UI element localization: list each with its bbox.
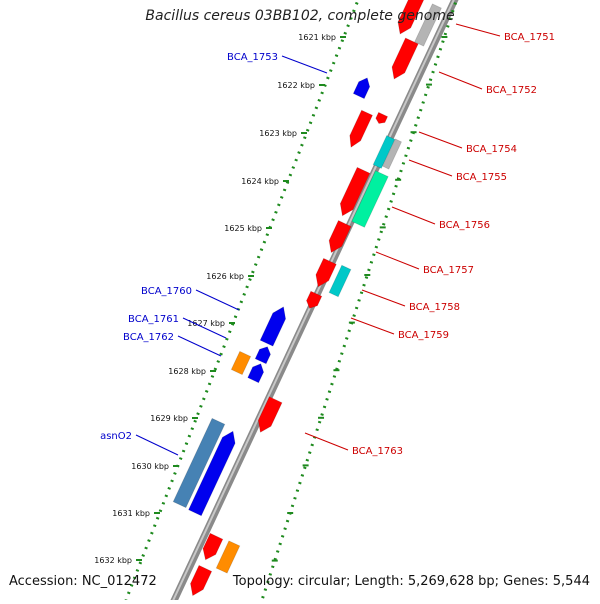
gene-label-bca-1762: BCA_1762 (123, 332, 174, 343)
label-leader-bca-1751 (455, 23, 501, 37)
gene-label-bca-1752: BCA_1752 (486, 85, 537, 96)
gene-orange-bottom (215, 540, 241, 574)
gene-label-bca-1758: BCA_1758 (409, 302, 460, 313)
gene-red-1758a (315, 257, 337, 288)
gene-bca-1762 (247, 363, 265, 384)
gene-bca-1755 (372, 135, 396, 169)
gene-red-bottom-b (190, 564, 213, 597)
tick-label: 1628 kbp (168, 367, 206, 376)
gene-grey-1755 (381, 138, 403, 170)
gene-bca-1759 (306, 290, 323, 309)
gene-label-bca-1757: BCA_1757 (423, 265, 474, 276)
gene-label-bca-1759: BCA_1759 (398, 330, 449, 341)
tick-label: 1625 kbp (224, 224, 262, 233)
gene-label-bca-1763: BCA_1763 (352, 446, 403, 457)
gene-orange-1762 (230, 350, 252, 376)
gene-label-bca-1751: BCA_1751 (504, 32, 555, 43)
gene-bca-1756 (351, 170, 389, 228)
label-leader-bca-1762 (177, 335, 222, 357)
tick-label: 1629 kbp (150, 414, 188, 423)
gene-red-1756 (339, 166, 371, 217)
label-leader-bca-1755 (408, 159, 453, 177)
label-leader-bca-1757 (375, 251, 420, 270)
gene-bca-1761 (254, 346, 271, 365)
tick-label: 1630 kbp (131, 462, 169, 471)
tick-label: 1631 kbp (112, 509, 150, 518)
genome-summary-text: Topology: circular; Length: 5,269,628 bp… (232, 574, 590, 589)
gene-red-bottom-a (202, 532, 224, 561)
label-leader-bca-1753 (281, 55, 328, 74)
tick-label: 1632 kbp (94, 556, 132, 565)
label-leader-bca-1760 (195, 289, 240, 311)
label-leader-bca-1758 (361, 289, 406, 307)
gene-bca-1753 (352, 77, 371, 100)
gene-label-bca-1753: BCA_1753 (227, 52, 278, 63)
gene-label-bca-1761: BCA_1761 (128, 314, 179, 325)
gene-label-bca-1754: BCA_1754 (466, 144, 517, 155)
label-leader-bca-1761 (182, 317, 227, 339)
gene-asno2 (172, 417, 226, 509)
outer-tick-ring (260, 0, 458, 601)
tick-label: 1626 kbp (206, 272, 244, 281)
gene-label-bca-1755: BCA_1755 (456, 172, 507, 183)
gene-grey-top (414, 3, 442, 47)
gene-red-1754b (349, 109, 374, 148)
label-leader-bca-1759 (350, 317, 395, 335)
label-leader-bca-1754 (418, 131, 463, 149)
gene-label-bca-1760: BCA_1760 (141, 286, 192, 297)
gene-bca-1752 (391, 37, 419, 80)
tick-label: 1624 kbp (241, 177, 279, 186)
inner-tick-ring (124, 0, 360, 601)
gene-bca-1757 (328, 219, 352, 254)
label-leader-bca-1752 (438, 71, 483, 90)
page-title: Bacillus cereus 03BB102, complete genome (145, 8, 455, 24)
tick-label: 1623 kbp (259, 129, 297, 138)
gene-bca-1758 (328, 264, 352, 298)
gene-blue-asno2 (188, 430, 236, 517)
label-leader-bca-1763 (304, 432, 349, 451)
gene-bca-1760 (259, 306, 287, 347)
gene-label-bca-1756: BCA_1756 (439, 220, 490, 231)
gene-label-asno2: asnO2 (100, 431, 132, 442)
tick-label: 1621 kbp (298, 33, 336, 42)
tick-label: 1622 kbp (277, 81, 315, 90)
label-leader-bca-1756 (391, 206, 436, 225)
gene-bca-1763 (257, 396, 283, 433)
gene-bca-1751 (397, 0, 425, 35)
gene-bca-1754 (375, 111, 389, 124)
tick-label: 1627 kbp (187, 319, 225, 328)
accession-text: Accession: NC_012472 (9, 574, 157, 589)
label-leader-asno2 (135, 434, 179, 456)
